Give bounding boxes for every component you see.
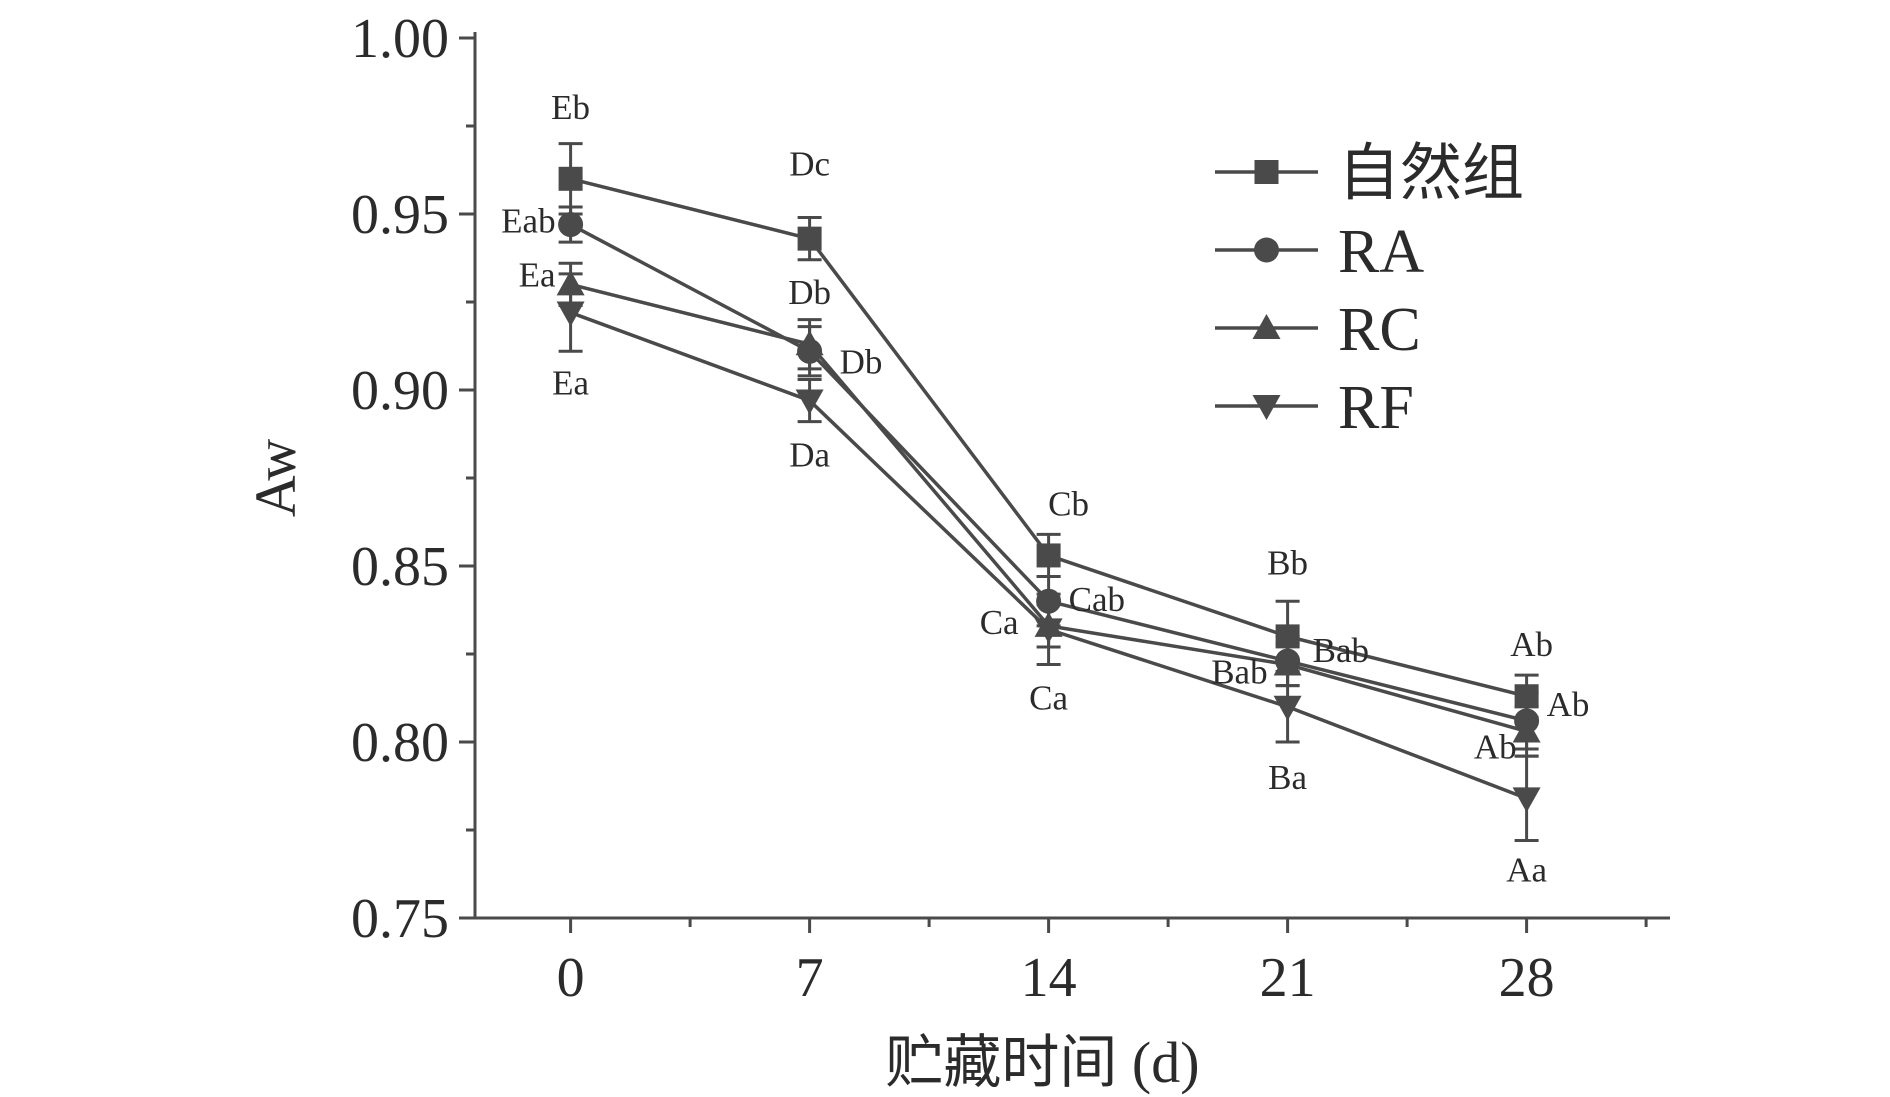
data-point [1512, 717, 1541, 743]
legend: 自然组 RA RC RF [1215, 140, 1524, 442]
legend-item: RA [1215, 218, 1424, 286]
series-layer [556, 142, 1541, 843]
x-tick-label: 0 [557, 947, 585, 1009]
legend-label: 自然组 [1338, 140, 1524, 208]
significance-label: Bb [1267, 543, 1308, 582]
data-label-layer: Eb Dc Cb Bb Ab Eab Db Cab Bab Ab Ea Db Ca Bab Ab Ea Da Ca… [501, 88, 1589, 890]
legend-label: RC [1338, 296, 1421, 364]
data-point [558, 166, 583, 191]
legend-marker [1252, 314, 1281, 339]
significance-label: Da [789, 436, 830, 475]
y-axis-ticks: 0.75 0.80 0.85 0.90 0.95 1.00 [351, 8, 475, 950]
legend-item: RC [1215, 296, 1421, 364]
y-tick-label: 0.90 [351, 360, 449, 422]
significance-label: Eb [551, 88, 590, 127]
significance-label: Cab [1069, 580, 1125, 619]
data-point [1273, 650, 1302, 676]
significance-label: Ba [1268, 758, 1307, 797]
legend-marker [1254, 160, 1279, 184]
y-tick-label: 0.80 [351, 712, 449, 774]
y-axis-title: Aw [243, 439, 308, 518]
significance-label: Cb [1048, 484, 1089, 523]
significance-label: Dc [789, 145, 830, 184]
significance-label: Ea [552, 364, 589, 403]
significance-label: Ab [1474, 727, 1517, 766]
data-point [1273, 695, 1302, 721]
significance-label: Ca [1029, 678, 1068, 717]
data-point [1512, 787, 1541, 813]
data-point [1036, 543, 1061, 568]
x-axis-title: 贮藏时间 (d) [885, 1030, 1199, 1095]
data-point [795, 330, 824, 356]
x-tick-label: 28 [1499, 947, 1555, 1009]
axes: 0 7 14 21 28 0.75 0.80 0.85 0.90 0.95 1.00 [351, 8, 1670, 1009]
legend-marker [1252, 395, 1281, 420]
legend-label: RF [1338, 374, 1414, 442]
significance-label: Eab [501, 202, 555, 241]
legend-marker [1254, 237, 1279, 263]
significance-label: Aa [1506, 850, 1547, 889]
x-tick-label: 7 [796, 947, 824, 1009]
x-axis-ticks: 0 7 14 21 28 [557, 918, 1648, 1009]
data-point [795, 389, 824, 415]
significance-label: Ea [519, 255, 556, 294]
data-point [556, 301, 585, 327]
series-3 [556, 272, 1541, 843]
data-point [797, 226, 822, 251]
y-tick-label: 0.95 [351, 184, 449, 246]
legend-label: RA [1338, 218, 1424, 286]
significance-label: Ab [1510, 625, 1553, 664]
data-point [1034, 618, 1063, 644]
significance-label: Db [788, 273, 831, 312]
y-tick-label: 1.00 [351, 8, 449, 70]
significance-label: Bab [1211, 653, 1267, 692]
x-tick-label: 14 [1021, 947, 1077, 1009]
significance-label: Ca [980, 603, 1019, 642]
significance-label: Bab [1313, 631, 1369, 670]
significance-label: Ab [1547, 685, 1590, 724]
y-tick-label: 0.75 [351, 888, 449, 950]
significance-label: Db [840, 342, 883, 381]
series-1 [558, 205, 1540, 751]
legend-item: RF [1215, 374, 1414, 442]
legend-item: 自然组 [1215, 140, 1524, 208]
y-tick-label: 0.85 [351, 536, 449, 598]
data-point [558, 212, 584, 238]
x-tick-label: 21 [1260, 947, 1316, 1009]
